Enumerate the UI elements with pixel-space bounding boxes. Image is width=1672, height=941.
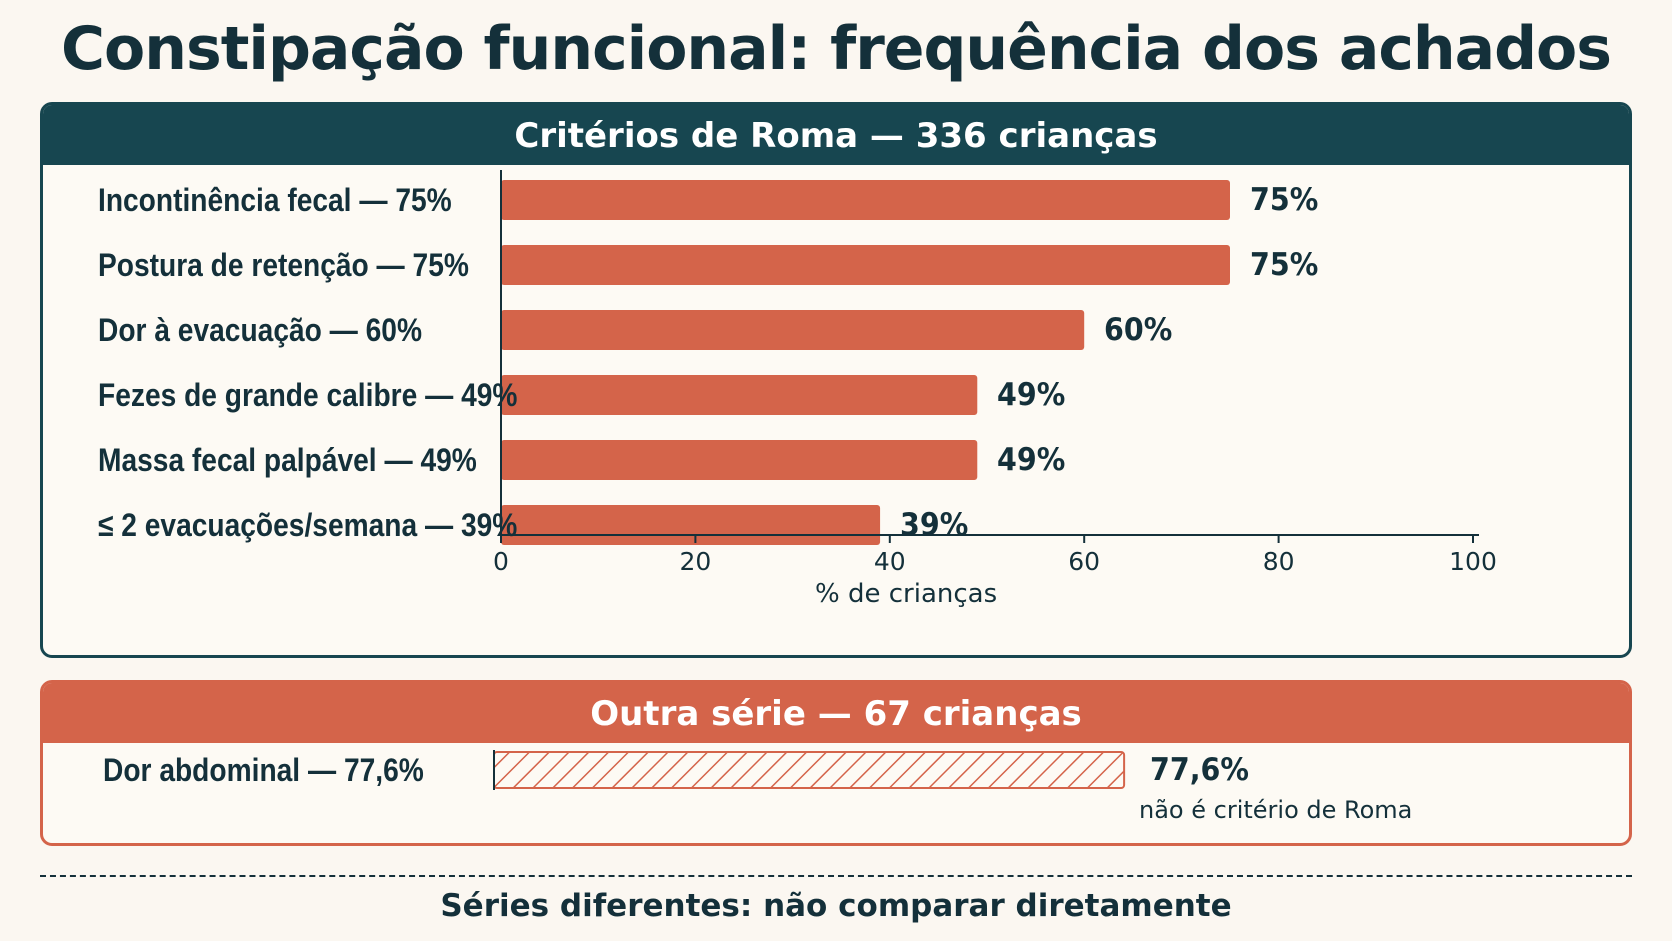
footer-warning: Séries diferentes: não comparar diretame… <box>440 888 1232 924</box>
x-axis-title: % de crianças <box>815 579 998 609</box>
roma-panel-header: Critérios de Roma — 336 crianças <box>43 105 1629 165</box>
dashed-divider <box>40 875 1632 877</box>
other-series-panel-header: Outra série — 67 crianças <box>43 683 1629 743</box>
bar <box>501 440 978 480</box>
value-label: 39% <box>900 507 969 543</box>
value-label: 77,6% <box>1150 752 1250 788</box>
x-tick-label: 0 <box>493 547 509 576</box>
bar <box>501 310 1085 350</box>
category-label: Incontinência fecal — 75% <box>98 182 452 218</box>
not-rome-criterion-note: não é critério de Roma <box>1139 796 1413 824</box>
category-label: Dor à evacuação — 60% <box>98 312 423 348</box>
value-label: 49% <box>997 442 1066 478</box>
x-tick-label: 80 <box>1262 547 1295 576</box>
value-label: 60% <box>1104 312 1173 348</box>
bar <box>501 245 1230 285</box>
x-tick-label: 100 <box>1449 547 1497 576</box>
value-label: 75% <box>1250 247 1319 283</box>
roma-panel: Critérios de Roma — 336 crianças Inconti… <box>40 102 1632 658</box>
category-label: Postura de retenção — 75% <box>98 247 469 283</box>
x-tick-label: 60 <box>1068 547 1101 576</box>
bar <box>501 180 1230 220</box>
other-series-bar-chart <box>493 750 1126 790</box>
chart-title: Constipação funcional: frequência dos ac… <box>61 14 1612 84</box>
x-tick-label: 20 <box>679 547 712 576</box>
category-label: ≤ 2 evacuações/semana — 39% <box>98 507 518 543</box>
other-series-panel: Outra série — 67 crianças Dor abdominal … <box>40 680 1632 846</box>
category-label: Massa fecal palpável — 49% <box>98 442 477 478</box>
roma-bar-chart <box>500 170 1479 545</box>
value-label: 75% <box>1250 182 1319 218</box>
hatched-bar <box>493 751 1126 789</box>
bar <box>501 375 978 415</box>
bar <box>501 505 881 545</box>
category-label: Fezes de grande calibre — 49% <box>98 377 518 413</box>
x-tick-label: 40 <box>873 547 906 576</box>
category-label: Dor abdominal — 77,6% <box>103 752 424 788</box>
value-label: 49% <box>997 377 1066 413</box>
